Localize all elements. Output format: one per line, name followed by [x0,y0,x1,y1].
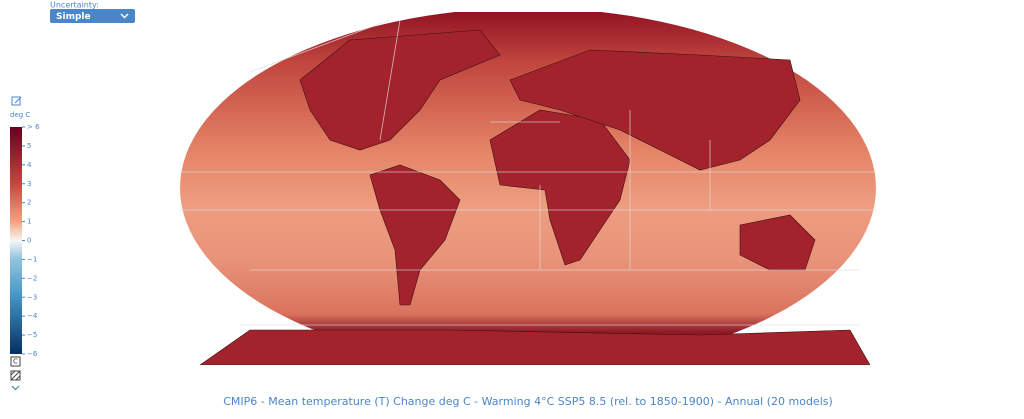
colorbar-gradient [10,127,22,354]
colorbar-tick-label: −1 [27,255,37,263]
uncertainty-value: Simple [56,12,91,22]
colorbar: > 6 5 4 3 2 1 0 −1 −2 −3 −4 −5 −6 [10,123,40,358]
colorbar-tick-label: −2 [27,274,37,282]
colorbar-tick-label: −5 [27,331,37,339]
colorbar-unit: deg C [10,111,30,119]
expand-chevron[interactable] [11,385,20,391]
dropdown-chevron [120,13,129,19]
contour-icon: C [13,358,18,366]
colorbar-tick-label: 4 [27,161,32,169]
map-caption: CMIP6 - Mean temperature (T) Change deg … [223,395,833,408]
colorbar-tick-label: −3 [27,293,37,301]
colorbar-tick-label: 5 [27,142,31,150]
contour-toggle[interactable] [10,356,21,367]
colorbar-tick-label: > 6 [27,123,40,131]
map [180,12,876,365]
colorbar-tick-label: 3 [27,180,31,188]
colorbar-tick-label: −4 [27,312,38,320]
hatch-icon [10,370,21,381]
uncertainty-label: Uncertainty: [50,1,99,10]
region-boundaries [180,19,876,326]
uncertainty-dropdown[interactable] [50,9,135,23]
hatch-toggle[interactable] [10,370,21,381]
continents [199,29,871,365]
colorbar-tick-label: 1 [27,218,31,226]
edit-icon[interactable] [11,96,22,106]
colorbar-tick-label: 2 [27,199,31,207]
colorbar-tick-label: −6 [27,350,38,358]
colorbar-tick-label: 0 [27,237,31,245]
